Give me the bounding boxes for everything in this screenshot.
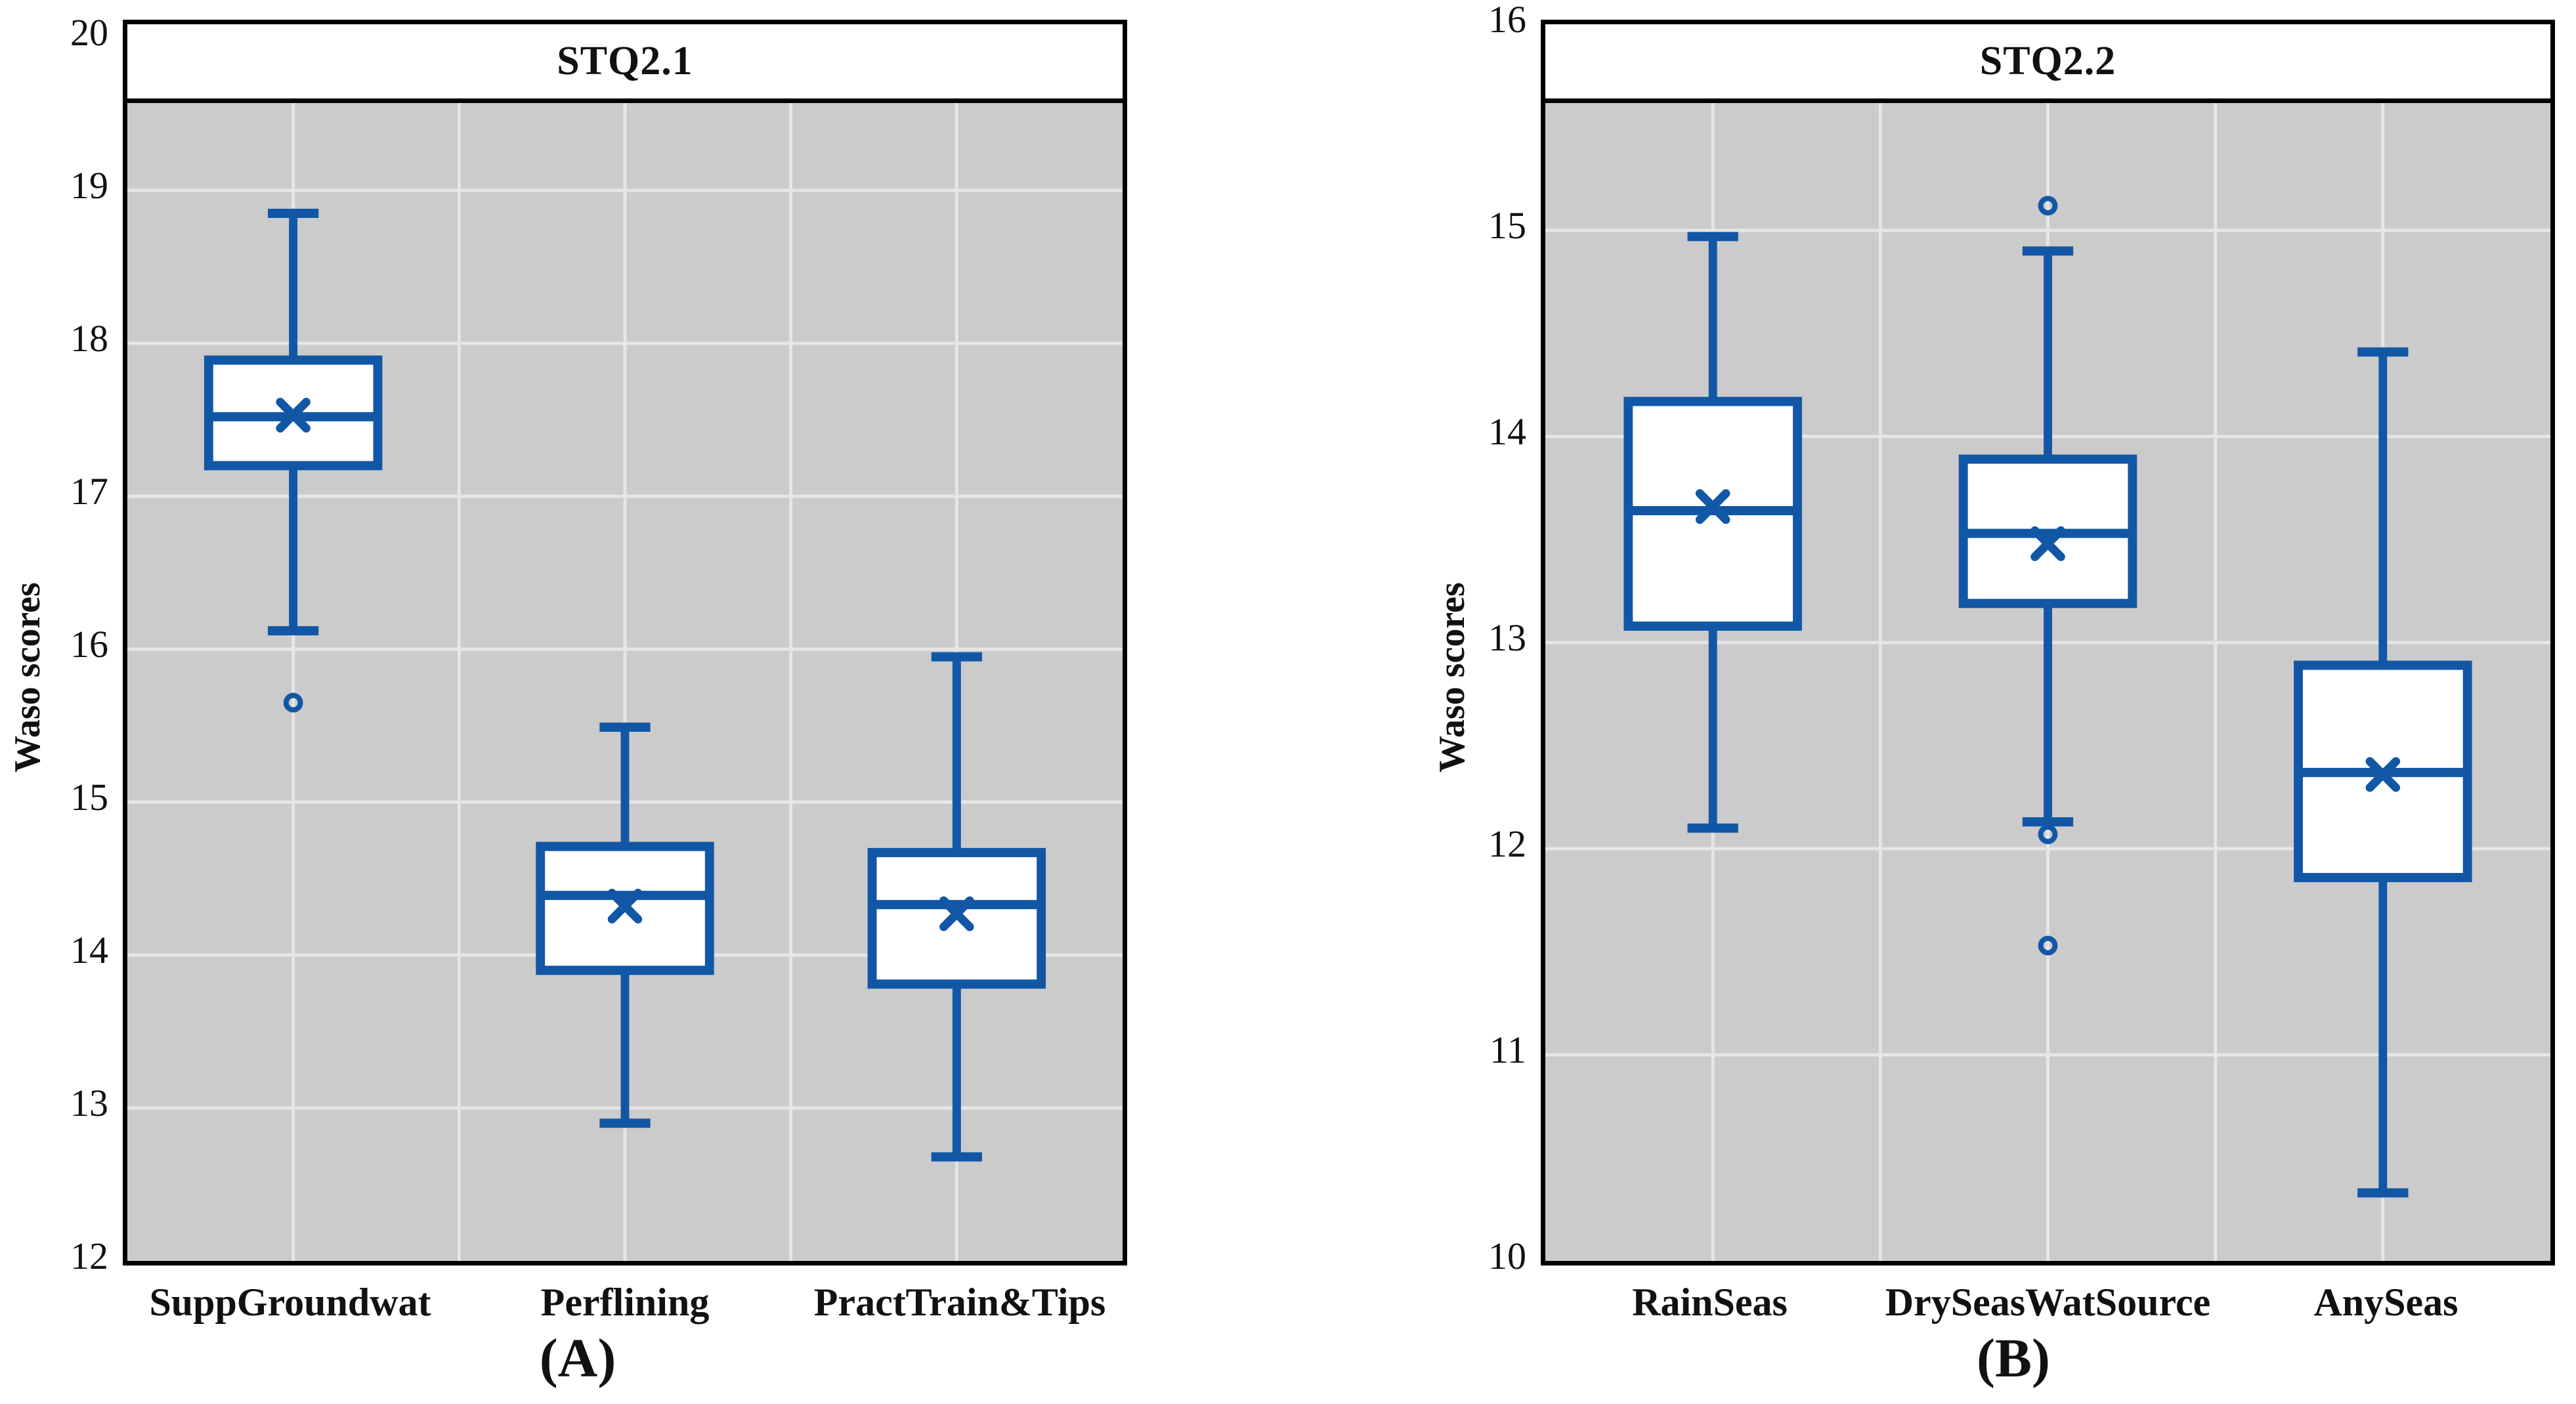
- panel-title: STQ2.2: [1545, 24, 2550, 103]
- box-plot: [536, 722, 714, 1128]
- mean-marker: [607, 888, 643, 924]
- x-category-label: AnySeas: [2313, 1281, 2458, 1324]
- y-tick-label: 13: [70, 1082, 108, 1124]
- plot-frame: STQ2.2: [1541, 20, 2555, 1266]
- mean-marker: [2365, 757, 2401, 792]
- y-tick-label: 12: [1488, 822, 1526, 865]
- plot-area: [1545, 103, 2550, 1261]
- y-tick-label: 17: [70, 470, 108, 513]
- plot-area: [127, 103, 1123, 1261]
- boxplot-canvas: [1545, 103, 2550, 1261]
- mean-marker: [1695, 489, 1730, 524]
- y-tick-label: 11: [1490, 1029, 1526, 1071]
- outlier-point: [2038, 196, 2058, 216]
- panel-title: STQ2.1: [127, 24, 1123, 103]
- box-plot: [1623, 232, 1802, 833]
- outlier-point: [2038, 935, 2058, 956]
- panel-b: Waso scores 10 11 12 13 14 15 16 STQ2.2 RainSe…: [1288, 0, 2576, 1404]
- box-plot: [867, 652, 1046, 1162]
- mean-marker: [276, 398, 311, 433]
- x-category-label: SuppGroundwat: [149, 1281, 431, 1324]
- x-category-label: RainSeas: [1632, 1281, 1788, 1324]
- boxplot-canvas: [127, 103, 1123, 1261]
- y-tick-label: 16: [1488, 0, 1526, 41]
- y-tick-label: 14: [1488, 410, 1526, 453]
- y-tick-label: 15: [70, 776, 108, 819]
- panel-caption-a: (A): [539, 1328, 616, 1389]
- y-tick-label: 19: [70, 164, 108, 207]
- y-tick-label: 14: [70, 929, 108, 971]
- y-tick-label: 10: [1488, 1235, 1526, 1277]
- y-tick-label: 20: [70, 11, 108, 54]
- y-axis-title: Waso scores: [7, 582, 48, 773]
- mean-marker: [2030, 526, 2065, 561]
- x-category-label: Perflining: [540, 1281, 710, 1324]
- outlier-point: [2038, 824, 2058, 845]
- box-plot: [2294, 347, 2472, 1198]
- plot-frame: STQ2.1: [123, 20, 1127, 1266]
- y-tick-label: 13: [1488, 616, 1526, 659]
- box-plot: [1958, 196, 2137, 956]
- y-tick-label: 12: [70, 1235, 108, 1277]
- y-tick-label: 18: [70, 317, 108, 360]
- panel-a: Waso scores 12 13 14 15 16 17 18 19 20 STQ2.1 Su…: [7, 11, 1127, 1389]
- box-plot: [204, 208, 383, 713]
- y-axis-title: Waso scores: [1432, 582, 1472, 773]
- x-category-label: DrySeasWatSource: [1885, 1281, 2211, 1324]
- x-category-label: PractTrain&Tips: [813, 1281, 1106, 1324]
- outlier-point: [283, 692, 303, 713]
- y-tick-label: 16: [70, 623, 108, 666]
- panel-caption-b: (B): [1977, 1328, 2050, 1389]
- y-tick-label: 15: [1488, 204, 1526, 247]
- mean-marker: [939, 896, 974, 931]
